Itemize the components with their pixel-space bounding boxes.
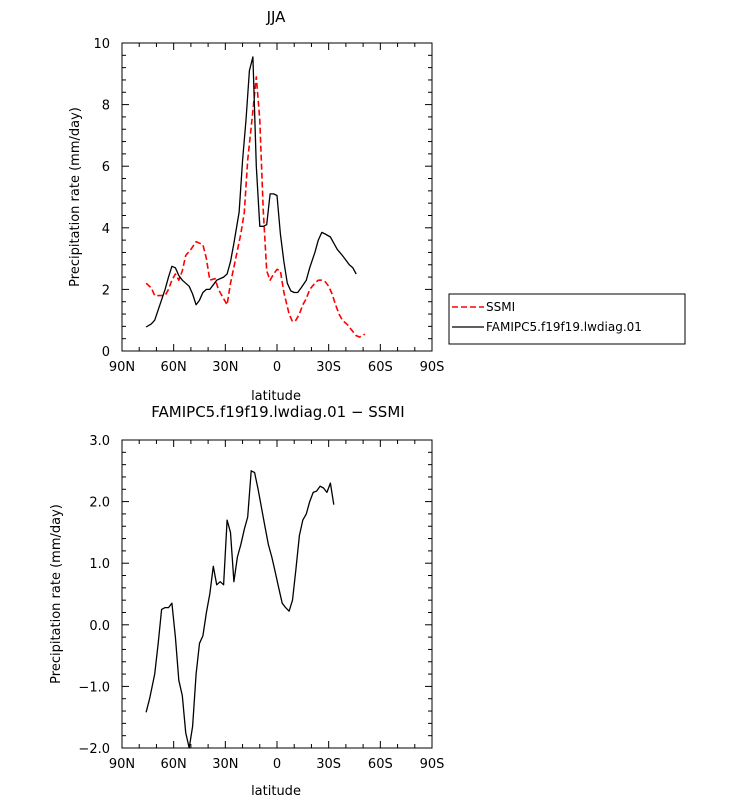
top-x-tick-label: 60N <box>161 360 187 375</box>
bottom-panel: FAMIPC5.f19f19.lwdiag.01 − SSMI −2.0 −1.0… <box>49 403 444 799</box>
top-series-line-1 <box>145 76 366 338</box>
bottom-y-tick-label: 1.0 <box>89 557 110 572</box>
bottom-x-tick-label: 30N <box>212 757 238 772</box>
bottom-y-tick-label: −1.0 <box>78 680 110 695</box>
bottom-x-tick-label: 90S <box>420 757 445 772</box>
bottom-x-tick-label: 0 <box>273 757 281 772</box>
bottom-y-axis-label: Precipitation rate (mm/day) <box>49 504 64 684</box>
bottom-plot-frame <box>121 439 433 749</box>
bottom-title: FAMIPC5.f19f19.lwdiag.01 − SSMI <box>151 403 404 421</box>
bottom-x-tick-label: 30S <box>316 757 341 772</box>
top-panel: JJA 0 2 4 6 8 10 90N 60N 30N 0 30S 60S 90S latitude… <box>68 8 444 404</box>
legend-label-ssmi: SSMI <box>486 300 515 314</box>
top-series-line-2 <box>145 56 357 328</box>
bottom-y-tick-label: 3.0 <box>89 434 110 449</box>
top-x-tick-label: 90N <box>109 360 135 375</box>
legend: SSMI FAMIPC5.f19f19.lwdiag.01 <box>448 293 686 345</box>
bottom-series-line-1 <box>145 470 335 749</box>
top-y-tick-label: 8 <box>102 99 110 114</box>
top-y-tick-label: 0 <box>102 345 110 360</box>
top-x-tick-label: 30S <box>316 360 341 375</box>
bottom-x-tick-label: 90N <box>109 757 135 772</box>
top-x-tick-label: 60S <box>368 360 393 375</box>
bottom-y-tick-label: 2.0 <box>89 496 110 511</box>
top-x-tick-label: 0 <box>273 360 281 375</box>
top-x-tick-label: 90S <box>420 360 445 375</box>
top-x-tick-label: 30N <box>212 360 238 375</box>
bottom-x-axis-label: latitude <box>251 784 301 799</box>
bottom-x-tick-label: 60S <box>368 757 393 772</box>
top-x-axis-label: latitude <box>251 389 301 404</box>
top-y-tick-label: 2 <box>102 283 110 298</box>
top-title: JJA <box>266 8 287 26</box>
legend-box <box>448 293 686 345</box>
top-y-tick-label: 10 <box>93 37 110 52</box>
top-y-tick-label: 4 <box>102 222 110 237</box>
bottom-x-tick-label: 60N <box>161 757 187 772</box>
bottom-y-tick-label: 0.0 <box>89 619 110 634</box>
top-y-tick-label: 6 <box>102 160 110 175</box>
legend-label-model: FAMIPC5.f19f19.lwdiag.01 <box>486 320 642 334</box>
bottom-y-tick-label: −2.0 <box>78 742 110 757</box>
top-y-axis-label: Precipitation rate (mm/day) <box>68 107 83 287</box>
